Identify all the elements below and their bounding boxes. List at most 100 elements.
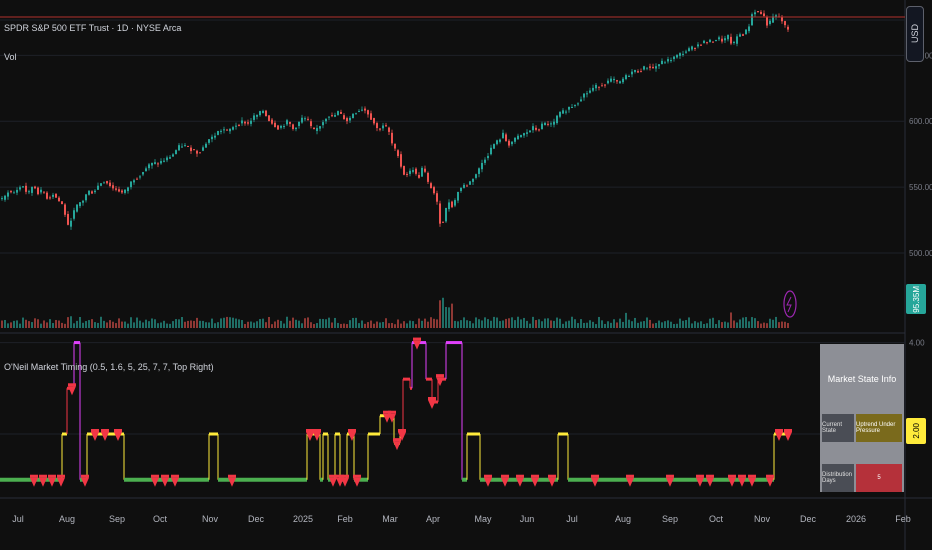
volume-value-badge: 95.35M — [906, 284, 926, 314]
candle-body — [346, 118, 348, 122]
volume-bar — [427, 321, 429, 328]
distribution-marker-cap — [548, 474, 556, 478]
candle-body — [250, 120, 252, 124]
distribution-marker-cap — [388, 410, 396, 414]
candle-body — [625, 75, 627, 80]
candle-body — [775, 15, 777, 18]
volume-bar — [235, 318, 237, 328]
volume-bar — [430, 317, 432, 328]
candle-body — [151, 162, 153, 166]
candle-body — [364, 108, 366, 111]
candle-body — [607, 80, 609, 84]
volume-bar — [721, 322, 723, 328]
volume-bar — [697, 322, 699, 328]
distribution-marker — [784, 432, 792, 441]
candle-body — [499, 139, 501, 142]
volume-bar — [388, 323, 390, 328]
candle-body — [28, 191, 30, 193]
volume-bar — [304, 318, 306, 328]
candle-body — [190, 147, 192, 152]
volume-bar — [544, 318, 546, 328]
volume-bar — [529, 323, 531, 328]
candle-body — [373, 118, 375, 124]
candle-body — [202, 147, 204, 151]
time-tick-label: Feb — [895, 514, 911, 524]
candle-body — [271, 119, 273, 124]
volume-bar — [106, 322, 108, 328]
volume-bar — [202, 320, 204, 328]
volume-bar — [142, 322, 144, 328]
volume-bar — [409, 320, 411, 328]
distribution-marker-cap — [81, 474, 89, 478]
candle-body — [379, 128, 381, 130]
indicator-label[interactable]: O'Neil Market Timing (0.5, 1.6, 5, 25, 7… — [4, 362, 214, 372]
currency-button[interactable]: USD — [906, 6, 924, 62]
volume-bar — [523, 317, 525, 328]
volume-bar — [67, 317, 69, 328]
distribution-marker — [706, 477, 714, 487]
candle-body — [247, 122, 249, 124]
volume-bar — [361, 320, 363, 328]
candle-body — [58, 197, 60, 202]
candle-body — [10, 191, 12, 193]
candle-body — [682, 53, 684, 55]
candle-body — [157, 163, 159, 165]
volume-bar — [463, 317, 465, 328]
candle-body — [661, 60, 663, 65]
distribution-marker — [516, 477, 524, 487]
candle-body — [490, 147, 492, 155]
candle-body — [133, 180, 135, 183]
candle-body — [436, 193, 438, 202]
candle-body — [556, 115, 558, 124]
volume-bar — [4, 319, 6, 328]
candle-body — [253, 115, 255, 120]
price-tick-label: 600.00 — [909, 117, 932, 126]
candle-body — [712, 41, 714, 43]
volume-bar — [133, 322, 135, 328]
candle-body — [772, 16, 774, 23]
candle-body — [721, 38, 723, 42]
symbol-title[interactable]: SPDR S&P 500 ETF Trust · 1D · NYSE Arca — [4, 23, 182, 33]
volume-bar — [328, 317, 330, 328]
distribution-marker-cap — [39, 474, 47, 478]
candle-body — [454, 200, 456, 206]
candle-body — [433, 187, 435, 194]
candle-body — [742, 34, 744, 36]
volume-bar — [610, 322, 612, 328]
volume-bar — [58, 320, 60, 328]
distribution-marker-cap — [306, 429, 314, 432]
candle-body — [25, 185, 27, 192]
distribution-marker-cap — [626, 474, 634, 478]
time-tick-label: Aug — [615, 514, 631, 524]
candle-body — [22, 186, 24, 188]
volume-bar — [256, 321, 258, 328]
volume-bar — [772, 319, 774, 328]
candle-body — [199, 152, 201, 154]
distribution-marker — [436, 377, 444, 387]
volume-bar — [355, 317, 357, 328]
candle-body — [16, 189, 18, 193]
distribution-marker-cap — [666, 474, 674, 478]
volume-bar — [520, 319, 522, 328]
distribution-marker-cap — [775, 429, 783, 432]
candle-body — [634, 69, 636, 72]
distribution-marker-cap — [336, 474, 344, 478]
volume-bar — [769, 318, 771, 328]
candle-body — [292, 124, 294, 130]
time-tick-label: Nov — [202, 514, 219, 524]
candle-body — [655, 66, 657, 69]
volume-label[interactable]: Vol — [4, 52, 17, 62]
candle-body — [538, 129, 540, 131]
volume-bar — [421, 320, 423, 328]
candle-body — [421, 167, 423, 177]
candle-body — [238, 124, 240, 126]
candle-body — [196, 150, 198, 154]
volume-bar — [655, 322, 657, 328]
time-tick-label: Dec — [800, 514, 817, 524]
info-row-current-state: Current State Uptrend Under Pressure — [822, 414, 902, 442]
candle-body — [616, 80, 618, 82]
distribution-marker-cap — [413, 337, 421, 341]
info-panel-title: Market State Info — [827, 374, 897, 384]
candle-body — [298, 121, 300, 126]
